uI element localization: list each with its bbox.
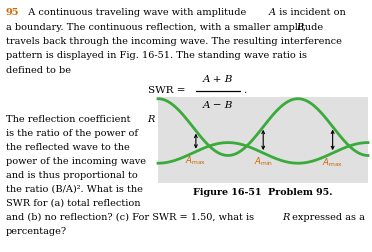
- Text: A + B: A + B: [203, 75, 233, 83]
- Text: power of the incoming wave: power of the incoming wave: [6, 156, 146, 166]
- Text: and (b) no reflection? (c) For SWR = 1.50, what is: and (b) no reflection? (c) For SWR = 1.5…: [6, 212, 257, 222]
- Text: ,: ,: [303, 22, 306, 32]
- Text: .: .: [243, 86, 246, 95]
- Text: defined to be: defined to be: [6, 66, 71, 75]
- Text: A continuous traveling wave with amplitude: A continuous traveling wave with amplitu…: [22, 8, 249, 17]
- Text: $A_{\rm max}$: $A_{\rm max}$: [322, 156, 343, 169]
- Text: $A_{\rm min}$: $A_{\rm min}$: [254, 156, 273, 169]
- Text: expressed as a: expressed as a: [289, 212, 365, 222]
- Text: Figure 16-51  Problem 95.: Figure 16-51 Problem 95.: [193, 188, 333, 197]
- Text: pattern is displayed in Fig. 16-51. The standing wave ratio is: pattern is displayed in Fig. 16-51. The …: [6, 51, 307, 60]
- Text: the ratio (B/A)². What is the: the ratio (B/A)². What is the: [6, 184, 143, 194]
- Bar: [158, 97, 368, 183]
- Text: B: B: [296, 22, 303, 32]
- Text: SWR =: SWR =: [148, 86, 186, 95]
- Text: travels back through the incoming wave. The resulting interference: travels back through the incoming wave. …: [6, 37, 342, 46]
- Text: the reflected wave to the: the reflected wave to the: [6, 142, 130, 151]
- Text: is incident on: is incident on: [276, 8, 346, 17]
- Text: A: A: [269, 8, 276, 17]
- Text: a boundary. The continuous reflection, with a smaller amplitude: a boundary. The continuous reflection, w…: [6, 22, 326, 32]
- Text: is the ratio of the power of: is the ratio of the power of: [6, 129, 138, 138]
- Text: The reflection coefficient: The reflection coefficient: [6, 114, 134, 123]
- Text: percentage?: percentage?: [6, 227, 67, 236]
- Text: R: R: [147, 114, 154, 123]
- Text: A − B: A − B: [203, 102, 233, 110]
- Text: 95: 95: [6, 8, 19, 17]
- Text: $A_{\rm max}$: $A_{\rm max}$: [185, 154, 206, 167]
- Text: R: R: [282, 212, 289, 222]
- Text: SWR for (a) total reflection: SWR for (a) total reflection: [6, 199, 141, 207]
- Text: and is thus proportional to: and is thus proportional to: [6, 171, 138, 179]
